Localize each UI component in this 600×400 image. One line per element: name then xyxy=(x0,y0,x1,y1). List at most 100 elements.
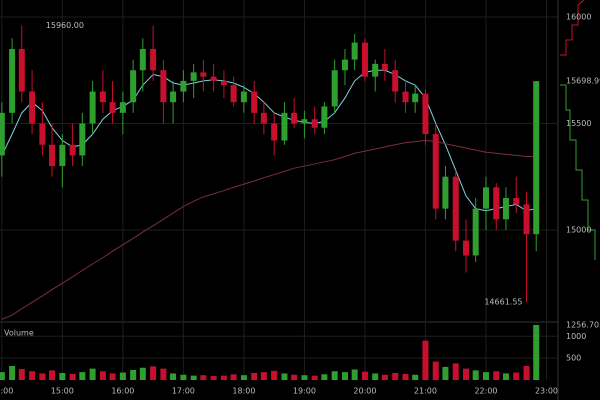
candle-body xyxy=(99,91,106,103)
x-tick-label: 17:00 xyxy=(172,387,195,396)
volume-bar xyxy=(351,369,358,380)
candle-body xyxy=(372,63,379,77)
candle-body xyxy=(422,93,429,135)
volume-bar xyxy=(402,373,409,380)
volume-bar xyxy=(311,375,318,380)
volume-bar xyxy=(0,372,5,380)
volume-bar xyxy=(59,373,66,380)
candle-body xyxy=(482,187,489,209)
volume-bar xyxy=(281,373,288,380)
volume-bar xyxy=(381,374,388,380)
candle-body xyxy=(513,198,520,205)
volume-bar xyxy=(533,325,540,380)
candle-body xyxy=(119,102,126,113)
volume-bar xyxy=(160,368,167,380)
volume-title: Volume xyxy=(4,329,34,338)
moving-average xyxy=(1,69,537,212)
volume-bar xyxy=(69,373,76,380)
depth-asks xyxy=(560,0,585,56)
volume-bar xyxy=(170,373,177,380)
volume-bar xyxy=(210,376,217,380)
x-tick-label: 15:00 xyxy=(51,387,74,396)
volume-max-label: 1256.705 xyxy=(566,321,600,330)
volume-bar xyxy=(412,374,419,380)
volume-bar xyxy=(109,373,116,380)
candle-body xyxy=(230,85,237,103)
volume-bar xyxy=(493,371,500,380)
candle-body xyxy=(0,112,5,156)
candle-body xyxy=(9,48,16,113)
volume-bar xyxy=(39,373,46,380)
candle-body xyxy=(432,134,439,209)
volume-bar xyxy=(180,374,187,380)
candle-body xyxy=(59,144,66,167)
volume-bar xyxy=(422,340,429,380)
candle-body xyxy=(150,48,157,71)
candle-body xyxy=(301,119,308,124)
volume-bar xyxy=(452,363,459,380)
volume-bar xyxy=(301,375,308,380)
candle-body xyxy=(180,80,187,92)
candle-body xyxy=(260,112,267,124)
volume-bar xyxy=(432,361,439,380)
candle-body xyxy=(160,70,167,103)
price-annotation: 14661.55 xyxy=(484,297,522,306)
x-tick-label: 18:00 xyxy=(232,387,255,396)
volume-bar xyxy=(130,369,137,380)
x-tick-label: 23:00 xyxy=(535,387,558,396)
volume-tick-label: 500 xyxy=(566,354,581,363)
moving-average xyxy=(1,140,537,320)
candle-body xyxy=(89,91,96,124)
candle-body xyxy=(281,112,288,141)
candle-body xyxy=(251,91,258,113)
candle-body xyxy=(502,198,509,220)
candle-body xyxy=(472,208,479,256)
price-annotation: 15960.00 xyxy=(46,21,84,30)
candle-body xyxy=(200,72,207,77)
candle-body xyxy=(139,48,146,71)
volume-bar xyxy=(341,372,348,380)
volume-tick-label: 1000 xyxy=(566,332,586,341)
volume-bar xyxy=(463,368,470,380)
y-tick-label: 15500 xyxy=(566,119,591,128)
candle-body xyxy=(493,187,500,220)
volume-bar xyxy=(150,366,157,380)
candle-body xyxy=(463,240,470,256)
volume-bar xyxy=(240,375,247,380)
candle-body xyxy=(452,176,459,241)
volume-bar xyxy=(321,374,328,380)
candle-body xyxy=(79,123,86,156)
price-annotation: 15698.99 xyxy=(566,77,600,86)
volume-bar xyxy=(18,369,25,380)
candle-body xyxy=(361,42,368,77)
volume-bar xyxy=(220,375,227,380)
depth-bids xyxy=(560,84,596,260)
volume-bar xyxy=(89,368,96,380)
x-tick-label: 19:00 xyxy=(293,387,316,396)
volume-bar xyxy=(49,370,56,380)
volume-bar xyxy=(99,371,106,380)
x-tick-label: 21:00 xyxy=(414,387,437,396)
candle-body xyxy=(69,144,76,156)
volume-bar xyxy=(392,373,399,380)
candle-body xyxy=(39,123,46,145)
candle-body xyxy=(109,102,116,113)
candle-body xyxy=(311,119,318,128)
candle-body xyxy=(29,91,36,124)
candle-body xyxy=(412,93,419,103)
candle-body xyxy=(220,80,227,86)
volume-bar xyxy=(29,371,36,380)
candle-body xyxy=(533,81,540,235)
x-tick-label: 22:00 xyxy=(474,387,497,396)
candle-body xyxy=(170,91,177,103)
volume-bar xyxy=(251,373,258,380)
volume-bar xyxy=(331,371,338,380)
volume-bar xyxy=(260,372,267,380)
candle-body xyxy=(381,63,388,71)
candle-body xyxy=(130,70,137,103)
volume-bar xyxy=(291,374,298,380)
candle-body xyxy=(351,42,358,60)
